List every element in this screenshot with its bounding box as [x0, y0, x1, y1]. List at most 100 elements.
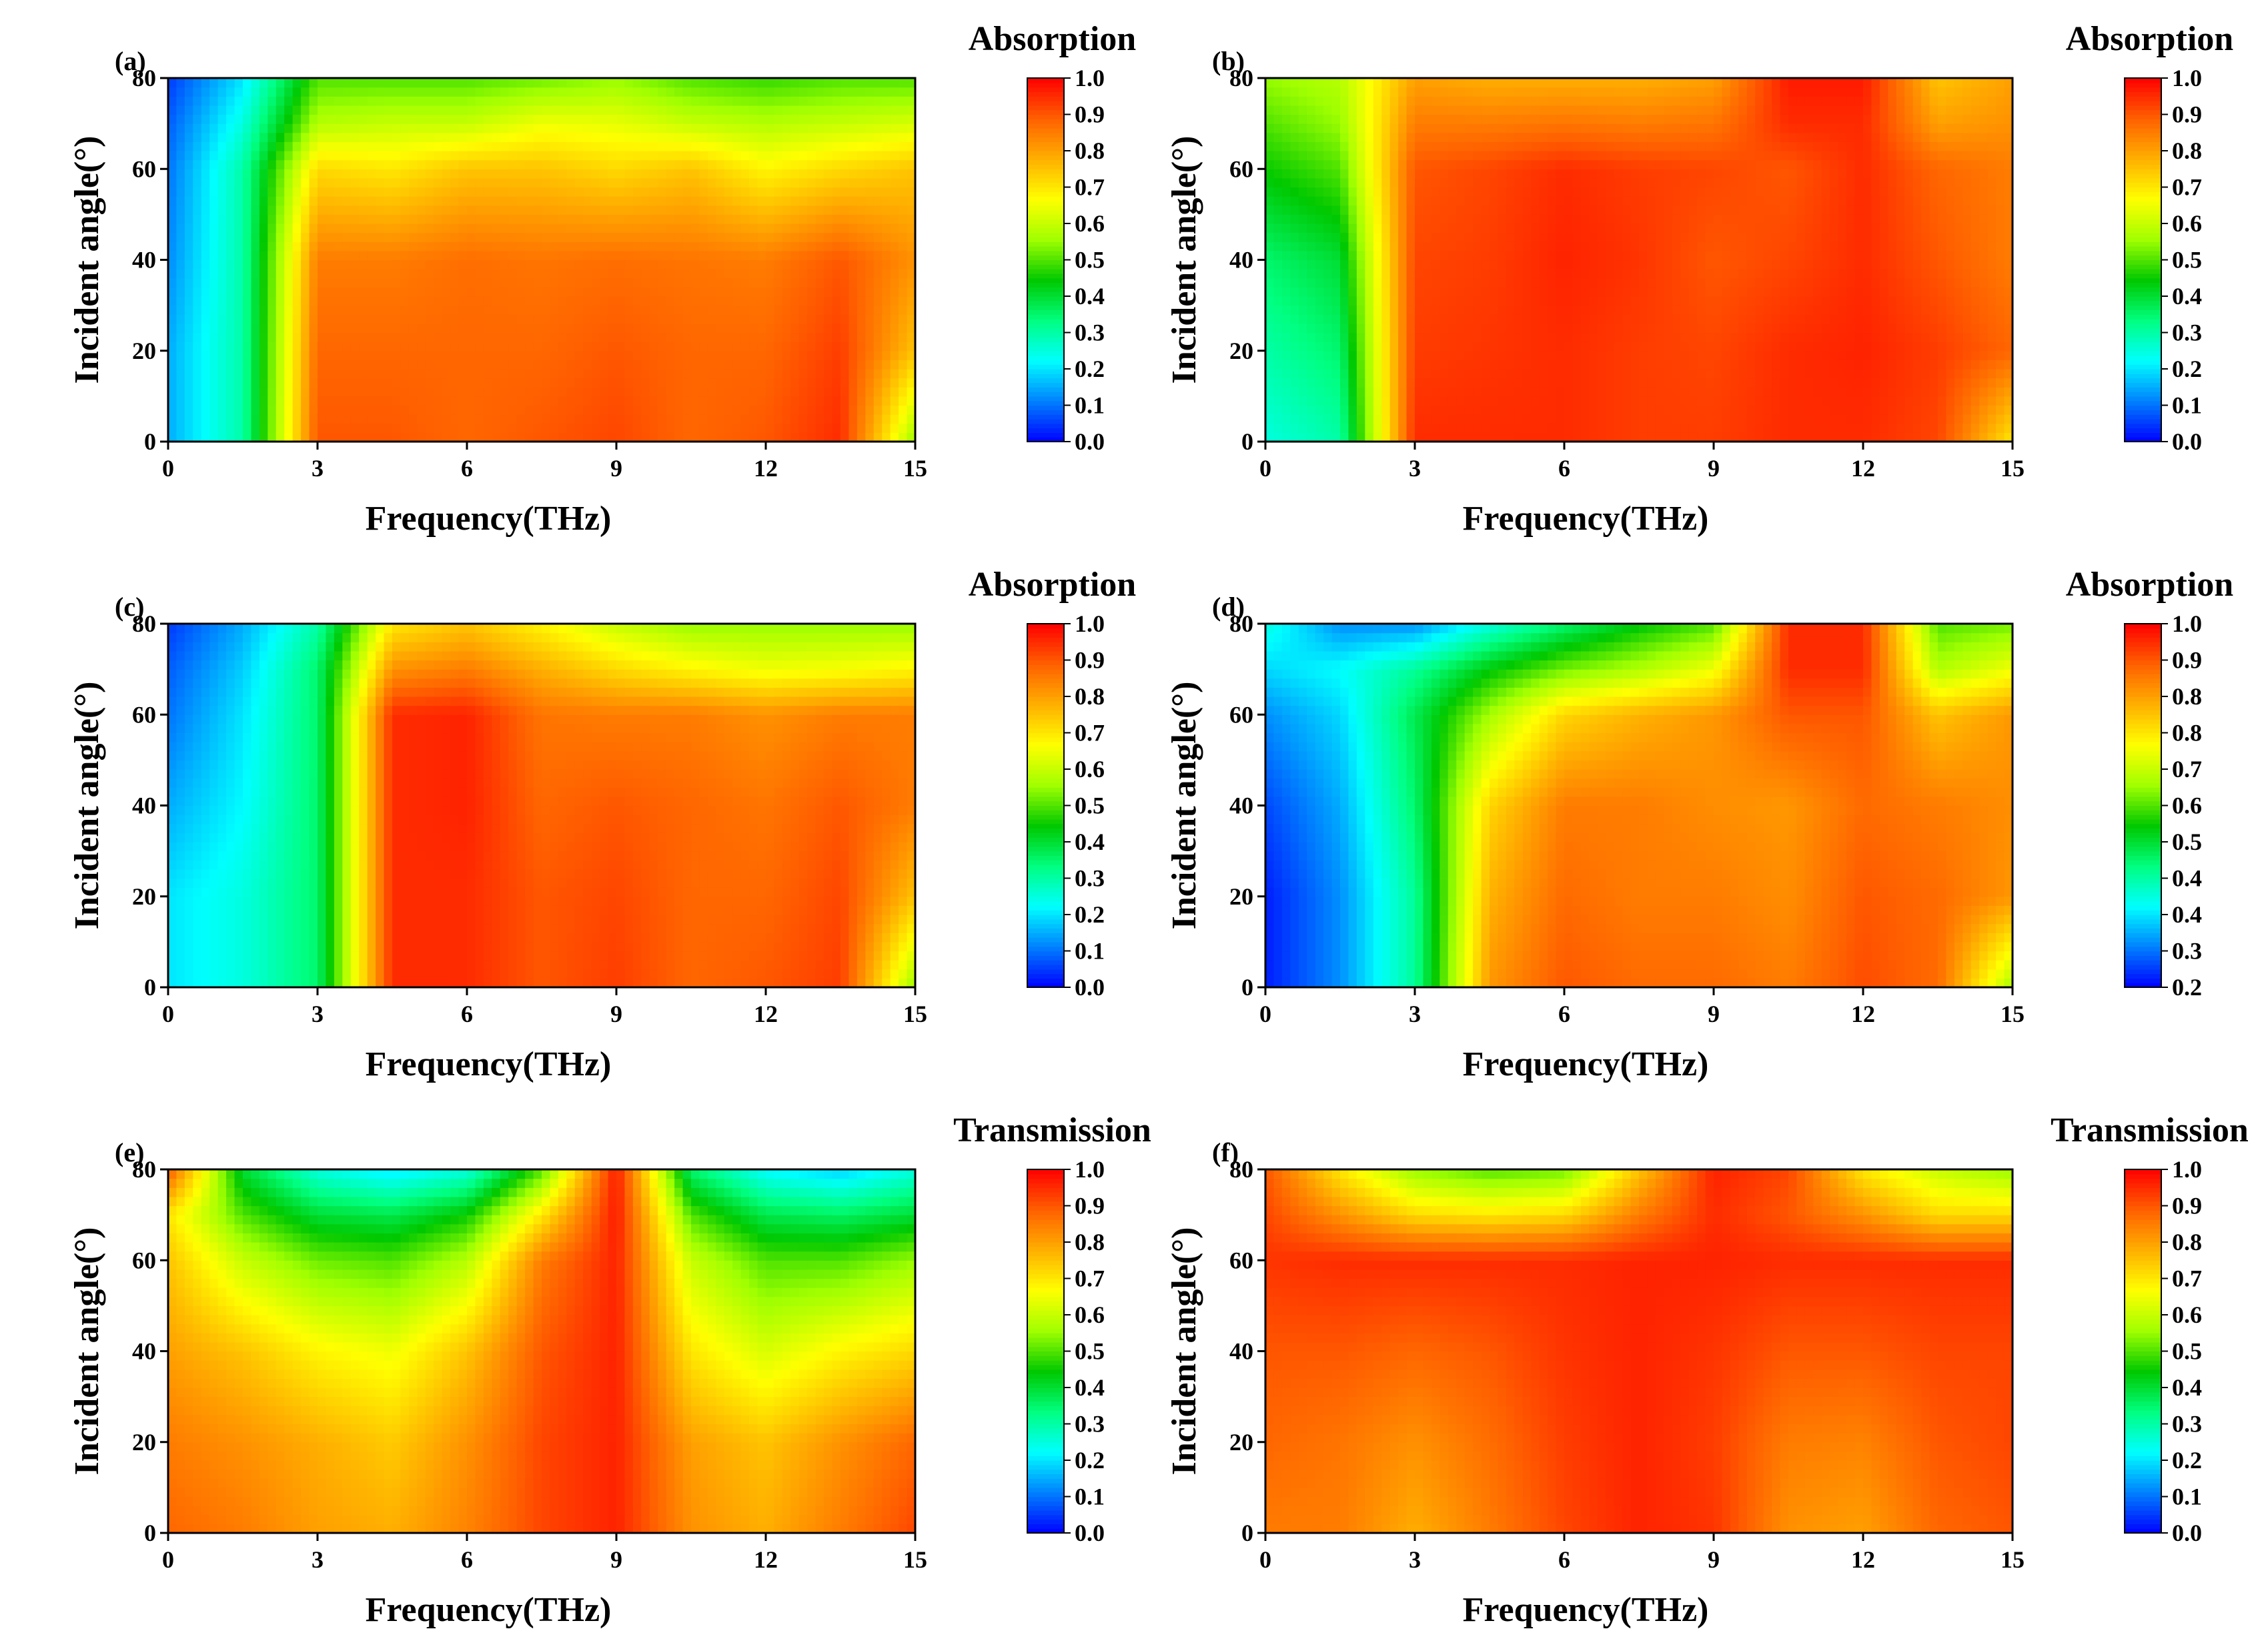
- heatmap-cell: [1440, 232, 1449, 242]
- heatmap-cell: [284, 360, 294, 370]
- heatmap-cell: [434, 423, 443, 433]
- heatmap-cell: [550, 332, 559, 342]
- heatmap-cell: [674, 96, 684, 106]
- heatmap-cell: [217, 405, 227, 415]
- heatmap-cell: [832, 405, 841, 415]
- heatmap-cell: [1473, 342, 1482, 352]
- heatmap-cell: [1448, 169, 1457, 179]
- colorbar-segment: [1027, 278, 1064, 284]
- heatmap-cell: [873, 278, 883, 288]
- heatmap-cell: [1340, 369, 1349, 379]
- heatmap-cell: [857, 123, 866, 133]
- heatmap-cell: [790, 114, 800, 124]
- heatmap-cell: [757, 269, 766, 279]
- heatmap-cell: [724, 205, 733, 215]
- heatmap-cell: [616, 342, 626, 352]
- heatmap-cell: [1273, 141, 1283, 151]
- heatmap-cell: [907, 414, 916, 424]
- heatmap-cell: [790, 323, 800, 334]
- heatmap-cell: [359, 323, 368, 334]
- heatmap-cell: [691, 169, 700, 179]
- heatmap-cell: [1464, 205, 1474, 215]
- heatmap-cell: [1406, 196, 1415, 206]
- heatmap-cell: [1290, 177, 1299, 188]
- heatmap-cell: [376, 196, 385, 206]
- heatmap-cell: [176, 187, 185, 197]
- heatmap-cell: [1315, 305, 1324, 315]
- heatmap-cell: [1473, 96, 1482, 106]
- heatmap-cell: [600, 151, 609, 161]
- heatmap-cell: [865, 332, 875, 342]
- heatmap-cell: [658, 196, 667, 206]
- heatmap-cell: [1464, 232, 1474, 242]
- heatmap-cell: [1490, 177, 1499, 188]
- colorbar-tick-label: 0.2: [1075, 356, 1105, 382]
- heatmap-cell: [1307, 205, 1316, 215]
- heatmap-cell: [890, 305, 899, 315]
- heatmap-cell: [243, 159, 252, 169]
- heatmap-cell: [699, 250, 708, 261]
- heatmap-cell: [857, 214, 866, 224]
- heatmap-cell: [1490, 114, 1499, 124]
- heatmap-cell: [1389, 87, 1399, 97]
- heatmap-cell: [907, 96, 916, 106]
- heatmap-cell: [1365, 187, 1374, 197]
- heatmap-cell: [608, 259, 617, 269]
- heatmap-cell: [1323, 159, 1333, 169]
- heatmap-cell: [682, 269, 692, 279]
- heatmap-cell: [857, 323, 866, 334]
- heatmap-cell: [658, 187, 667, 197]
- heatmap-cell: [649, 414, 658, 424]
- heatmap-cell: [740, 232, 750, 242]
- heatmap-cell: [1440, 187, 1449, 197]
- heatmap-cell: [782, 432, 791, 442]
- heatmap-cell: [591, 414, 600, 424]
- heatmap-cell: [824, 396, 833, 406]
- heatmap-cell: [392, 314, 402, 324]
- heatmap-cell: [1389, 314, 1399, 324]
- heatmap-cell: [1490, 141, 1499, 151]
- heatmap-cell: [824, 360, 833, 370]
- heatmap-cell: [417, 159, 426, 169]
- heatmap-cell: [624, 141, 634, 151]
- heatmap-cell: [632, 305, 642, 315]
- heatmap-cell: [1298, 177, 1307, 188]
- heatmap-cell: [275, 432, 285, 442]
- heatmap-cell: [450, 232, 460, 242]
- heatmap-cell: [209, 405, 219, 415]
- heatmap-cell: [500, 278, 509, 288]
- heatmap-cell: [508, 432, 518, 442]
- heatmap-cell: [434, 169, 443, 179]
- heatmap-cell: [434, 296, 443, 306]
- heatmap-cell: [458, 350, 468, 360]
- heatmap-cell: [251, 141, 260, 151]
- heatmap-cell: [1356, 114, 1365, 124]
- heatmap-cell: [716, 332, 725, 342]
- heatmap-cell: [757, 405, 766, 415]
- heatmap-cell: [716, 305, 725, 315]
- heatmap-cell: [774, 159, 783, 169]
- heatmap-cell: [450, 342, 460, 352]
- heatmap-cell: [1464, 296, 1474, 306]
- heatmap-cell: [1298, 223, 1307, 233]
- heatmap-cell: [434, 332, 443, 342]
- heatmap-cell: [1440, 323, 1449, 334]
- heatmap-cell: [1315, 287, 1324, 297]
- heatmap-cell: [658, 369, 667, 379]
- heatmap-cell: [857, 369, 866, 379]
- heatmap-cell: [284, 214, 294, 224]
- heatmap-cell: [384, 177, 393, 188]
- heatmap-cell: [608, 405, 617, 415]
- heatmap-cell: [724, 223, 733, 233]
- heatmap-cell: [699, 432, 708, 442]
- heatmap-cell: [1331, 96, 1341, 106]
- heatmap-cell: [674, 159, 684, 169]
- heatmap-cell: [467, 350, 476, 360]
- heatmap-cell: [1473, 114, 1482, 124]
- heatmap-cell: [400, 159, 410, 169]
- heatmap-cell: [267, 378, 277, 388]
- heatmap-cell: [749, 332, 758, 342]
- heatmap-cell: [666, 205, 675, 215]
- heatmap-cell: [832, 196, 841, 206]
- heatmap-cell: [500, 305, 509, 315]
